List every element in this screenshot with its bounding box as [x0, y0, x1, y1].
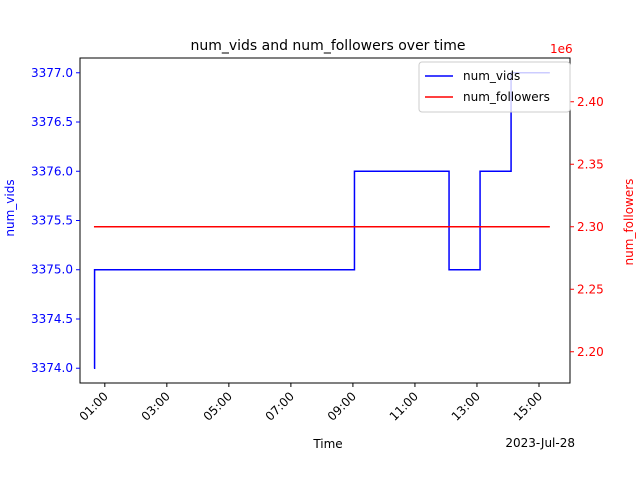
left-y-tick-label: 3376.0 [31, 164, 73, 178]
right-y-tick-label: 2.25 [577, 282, 604, 296]
right-y-axis: 2.20 2.25 2.30 2.35 2.40 [570, 95, 604, 359]
chart-title: num_vids and num_followers over time [190, 38, 465, 54]
left-y-tick-label: 3374.5 [31, 312, 73, 326]
right-y-tick-label: 2.40 [577, 95, 604, 109]
left-axis-label: num_vids [3, 179, 17, 236]
left-y-tick-label: 3376.5 [31, 115, 73, 129]
right-y-tick-label: 2.35 [577, 157, 604, 171]
legend-label-num-vids: num_vids [463, 69, 520, 83]
legend-box [418, 61, 571, 113]
left-y-axis: 3374.0 3374.5 3375.0 3375.5 3376.0 3376.5 3377… [31, 66, 80, 375]
x-offset-label: 2023-Jul-28 [505, 436, 575, 450]
x-axis-label: Time [312, 437, 342, 451]
right-axis-offset-label: 1e6 [550, 42, 573, 56]
legend: num_vids num_followers [418, 61, 571, 113]
left-y-tick-label: 3375.5 [31, 214, 73, 228]
left-y-tick-label: 3375.0 [31, 263, 73, 277]
left-y-tick-label: 3377.0 [31, 66, 73, 80]
series-line-num-vids [93, 72, 550, 369]
left-y-tick-label: 3374.0 [31, 361, 73, 375]
right-y-tick-label: 2.20 [577, 345, 604, 359]
legend-label-num-followers: num_followers [463, 90, 550, 104]
right-y-tick-label: 2.30 [577, 220, 604, 234]
right-axis-label: num_followers [622, 179, 636, 266]
